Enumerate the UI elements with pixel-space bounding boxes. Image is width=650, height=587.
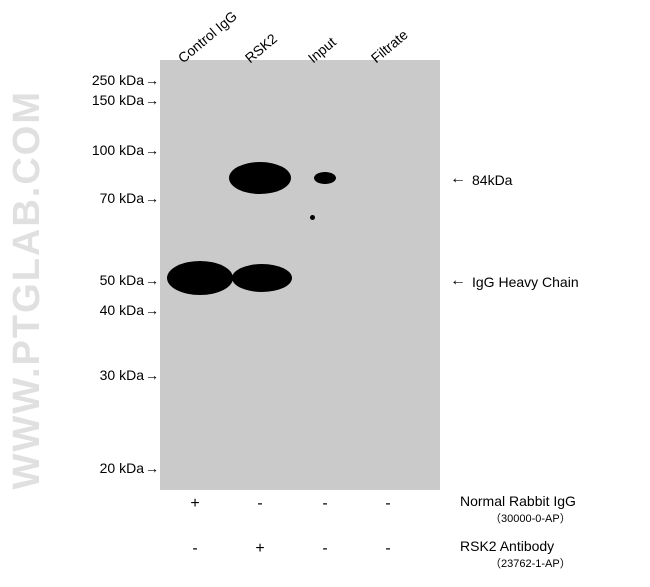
ab2-label: RSK2 Antibody bbox=[460, 538, 554, 554]
ab1-sym3: - bbox=[378, 495, 398, 513]
ab1-sym0: + bbox=[185, 495, 205, 513]
mw-50: 50 kDa bbox=[80, 272, 144, 288]
ab1-label: Normal Rabbit IgG bbox=[460, 493, 576, 509]
mw-250: 250 kDa bbox=[80, 72, 144, 88]
lane-control-igg: Control IgG bbox=[175, 8, 240, 66]
mw-100-arrow: → bbox=[145, 142, 159, 158]
watermark-text: WWW.PTGLAB.COM bbox=[6, 90, 49, 489]
band-rsk2-84 bbox=[229, 162, 291, 194]
mw-100: 100 kDa bbox=[80, 142, 144, 158]
ab2-sym3: - bbox=[378, 540, 398, 558]
ab2-sym1: + bbox=[250, 540, 270, 558]
band-control-hc bbox=[167, 261, 233, 295]
mw-30-arrow: → bbox=[145, 367, 159, 383]
annot-hc: IgG Heavy Chain bbox=[472, 274, 579, 290]
ab2-sub: （23762-1-AP） bbox=[490, 555, 571, 571]
ab1-sym2: - bbox=[315, 495, 335, 513]
annot-84: 84kDa bbox=[472, 172, 512, 188]
speck-dot bbox=[310, 215, 315, 220]
mw-40: 40 kDa bbox=[80, 302, 144, 318]
mw-30: 30 kDa bbox=[80, 367, 144, 383]
figure-container: WWW.PTGLAB.COM 250 kDa → 150 kDa → 100 k… bbox=[0, 0, 650, 587]
band-rsk2-hc bbox=[232, 264, 292, 292]
mw-150-arrow: → bbox=[145, 92, 159, 108]
mw-50-arrow: → bbox=[145, 272, 159, 288]
mw-70-arrow: → bbox=[145, 190, 159, 206]
mw-70: 70 kDa bbox=[80, 190, 144, 206]
ab2-sym2: - bbox=[315, 540, 335, 558]
mw-250-arrow: → bbox=[145, 72, 159, 88]
mw-40-arrow: → bbox=[145, 302, 159, 318]
mw-20: 20 kDa bbox=[80, 460, 144, 476]
annot-84-arrow: ← bbox=[450, 170, 466, 188]
annot-hc-arrow: ← bbox=[450, 272, 466, 290]
ab1-sym1: - bbox=[250, 495, 270, 513]
ab1-sub: （30000-0-AP） bbox=[490, 510, 571, 526]
mw-20-arrow: → bbox=[145, 460, 159, 476]
band-input-84 bbox=[314, 172, 336, 184]
ab2-sym0: - bbox=[185, 540, 205, 558]
mw-150: 150 kDa bbox=[80, 92, 144, 108]
